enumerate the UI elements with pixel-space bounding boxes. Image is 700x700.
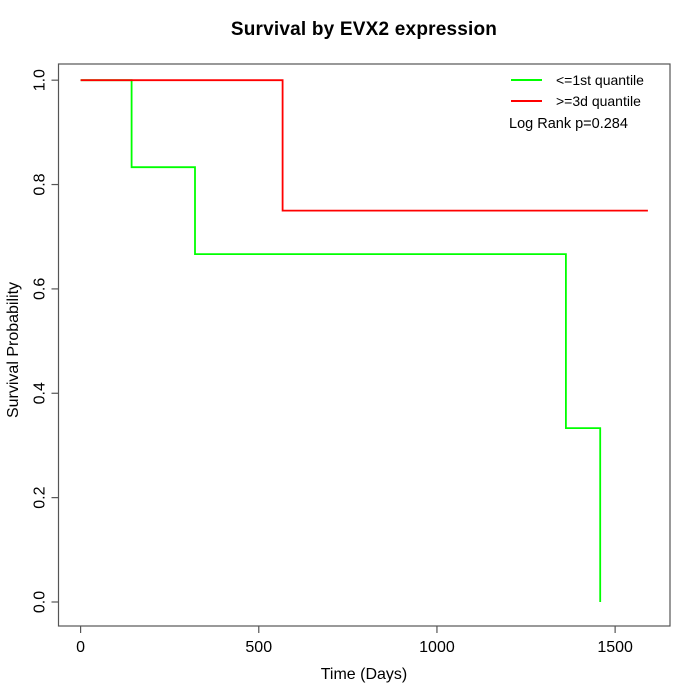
legend-label-high-quantile: >=3d quantile xyxy=(556,92,641,109)
chart-title: Survival by EVX2 expression xyxy=(230,19,498,40)
y-tick-label: 0.4 xyxy=(32,382,49,404)
legend: <=1st quantile >=3d quantile Log Rank p=… xyxy=(509,69,644,133)
legend-line-green-swatch xyxy=(511,78,542,81)
x-tick-label: 0 xyxy=(76,639,85,656)
x-tick-label: 500 xyxy=(245,639,272,656)
legend-label-low-quantile: <=1st quantile xyxy=(556,71,644,88)
y-tick-label: 0.2 xyxy=(32,486,49,508)
y-axis-label: Survival Probability xyxy=(5,281,22,419)
legend-item-low-quantile: <=1st quantile xyxy=(511,69,644,90)
x-tick-label: 1500 xyxy=(597,639,633,656)
x-axis-label: Time (Days) xyxy=(320,666,408,683)
y-tick-label: 0.8 xyxy=(32,173,49,195)
plot-border xyxy=(57,63,671,627)
survival-curve-high-quantile xyxy=(80,79,648,212)
y-tick-label: 0.0 xyxy=(32,591,49,613)
x-tick-label: 1000 xyxy=(419,639,455,656)
legend-line-red-swatch xyxy=(511,99,542,102)
survival-curve-low-quantile xyxy=(80,79,602,602)
y-tick-label: 0.6 xyxy=(32,278,49,300)
legend-item-high-quantile: >=3d quantile xyxy=(511,90,644,111)
y-tick-label: 1.0 xyxy=(32,69,49,91)
log-rank-annotation: Log Rank p=0.284 xyxy=(509,116,628,132)
